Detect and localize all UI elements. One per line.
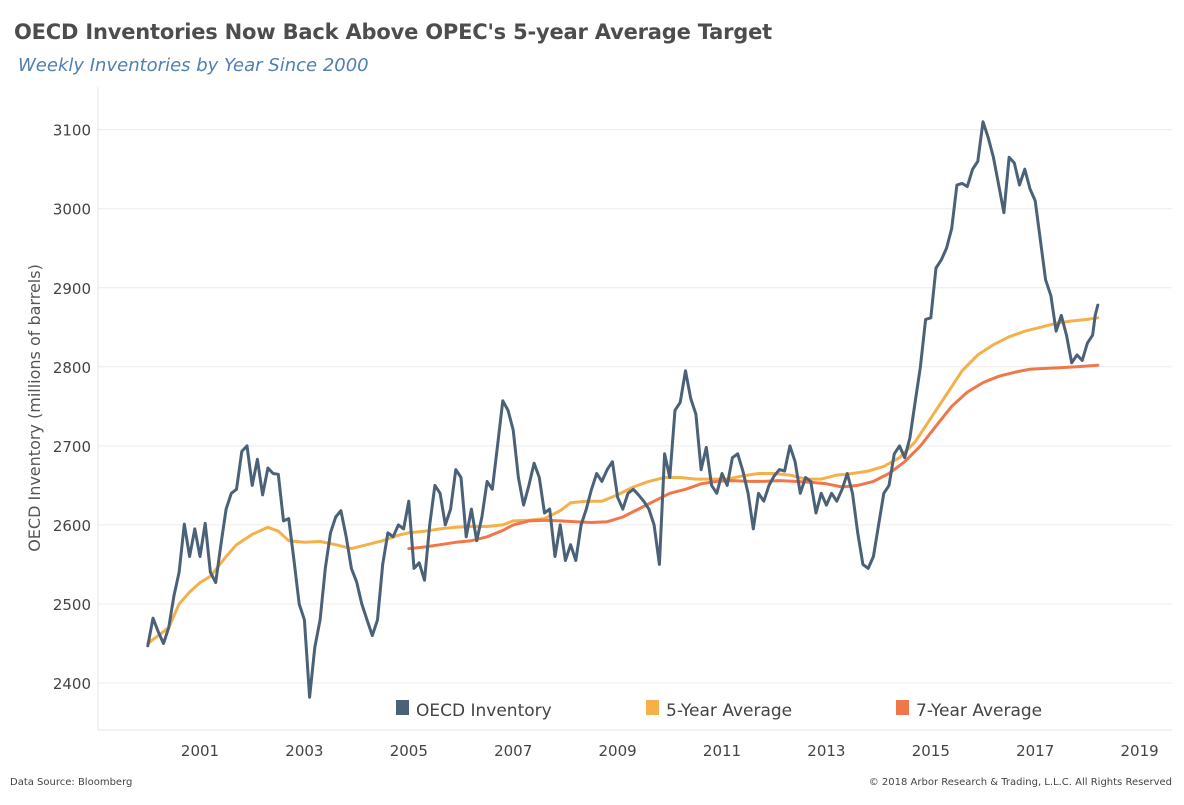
series-lines <box>146 120 1100 699</box>
legend-label: 5-Year Average <box>666 701 792 721</box>
x-tick-label: 2007 <box>494 742 532 760</box>
data-source-note: Data Source: Bloomberg <box>10 777 133 788</box>
chart-title: OECD Inventories Now Back Above OPEC's 5… <box>14 20 772 44</box>
x-tick-label: 2011 <box>703 742 741 760</box>
x-tick-label: 2009 <box>599 742 637 760</box>
x-tick-label: 2015 <box>912 742 950 760</box>
copyright-note: © 2018 Arbor Research & Trading, L.L.C. … <box>868 777 1172 788</box>
y-tick-label: 2900 <box>53 280 91 298</box>
y-tick-label: 3000 <box>53 201 91 219</box>
y-tick-label: 2700 <box>53 438 91 456</box>
y-tick-label: 2400 <box>53 675 91 693</box>
x-axis-ticks: 2001 2003 2005 2007 2009 2011 2013 2015 2017 2019 <box>181 742 1159 760</box>
gridlines <box>98 129 1172 684</box>
y-tick-label: 2600 <box>53 517 91 535</box>
x-tick-label: 2013 <box>807 742 845 760</box>
legend-swatch <box>396 700 409 715</box>
y-tick-label: 3100 <box>53 122 91 140</box>
series-line-5-year-average <box>146 316 1100 645</box>
legend-label: 7-Year Average <box>916 701 1042 721</box>
x-tick-label: 2003 <box>285 742 323 760</box>
y-tick-label: 2500 <box>53 596 91 614</box>
legend-swatch <box>896 700 909 715</box>
y-axis-title: OECD Inventory (millions of barrels) <box>25 264 44 552</box>
series-line-7-year-average <box>407 363 1100 551</box>
y-axis-ticks: 2400 2500 2600 2700 2800 2900 3000 3100 <box>53 122 91 693</box>
x-tick-label: 2001 <box>181 742 219 760</box>
legend-label: OECD Inventory <box>416 701 552 721</box>
legend-swatch <box>646 700 659 715</box>
y-tick-label: 2800 <box>53 359 91 377</box>
x-tick-label: 2019 <box>1121 742 1159 760</box>
series-line-oecd-inventory <box>146 120 1100 699</box>
x-tick-label: 2005 <box>390 742 428 760</box>
x-tick-label: 2017 <box>1016 742 1054 760</box>
chart-subtitle: Weekly Inventories by Year Since 2000 <box>18 55 369 76</box>
legend: OECD Inventory 5-Year Average 7-Year Avera… <box>396 700 1042 721</box>
